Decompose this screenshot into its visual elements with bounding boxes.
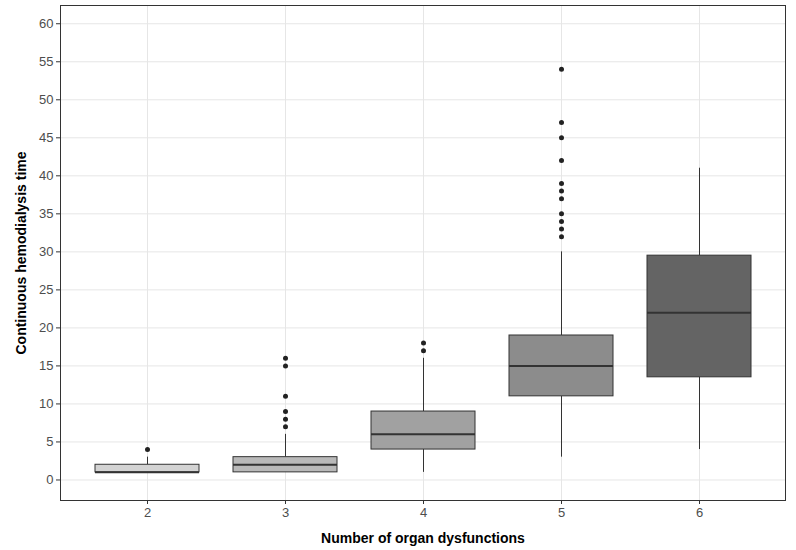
svg-text:55: 55 <box>39 54 53 69</box>
svg-text:6: 6 <box>696 505 703 520</box>
svg-text:35: 35 <box>39 206 53 221</box>
svg-text:3: 3 <box>282 505 289 520</box>
svg-text:50: 50 <box>39 92 53 107</box>
svg-text:20: 20 <box>39 320 53 335</box>
svg-text:4: 4 <box>420 505 427 520</box>
svg-text:40: 40 <box>39 168 53 183</box>
svg-text:5: 5 <box>46 434 53 449</box>
svg-text:0: 0 <box>46 472 53 487</box>
svg-text:60: 60 <box>39 16 53 31</box>
svg-text:5: 5 <box>558 505 565 520</box>
svg-text:25: 25 <box>39 282 53 297</box>
svg-text:2: 2 <box>144 505 151 520</box>
svg-text:10: 10 <box>39 396 53 411</box>
svg-text:30: 30 <box>39 244 53 259</box>
svg-text:Continuous hemodialysis time: Continuous hemodialysis time <box>13 151 29 354</box>
svg-text:Number of organ dysfunctions: Number of organ dysfunctions <box>321 530 525 546</box>
svg-text:45: 45 <box>39 130 53 145</box>
svg-text:15: 15 <box>39 358 53 373</box>
